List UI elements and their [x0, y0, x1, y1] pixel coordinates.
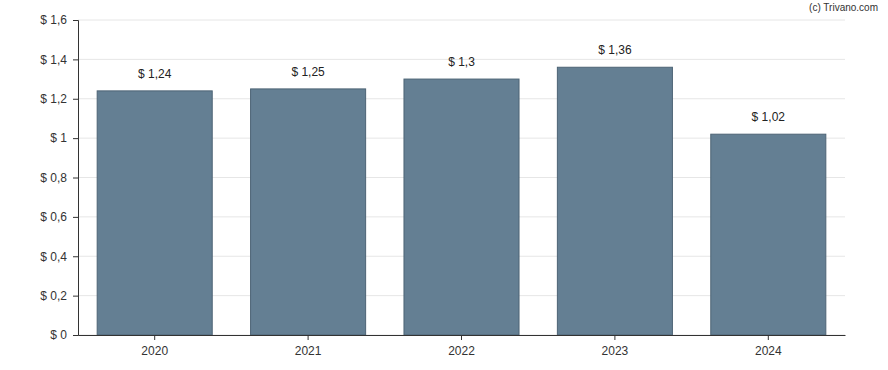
- data-label: $ 1,02: [752, 110, 786, 124]
- annotation: (c) Trivano.com: [809, 2, 878, 13]
- tick-mark: [73, 138, 78, 139]
- tick-label: 2021: [295, 344, 322, 358]
- tick-label: $ 0: [50, 328, 67, 342]
- data-label: $ 1,36: [598, 43, 632, 57]
- tick-mark: [73, 335, 78, 336]
- bar: [711, 134, 826, 335]
- bar: [251, 89, 366, 335]
- tick-mark: [73, 296, 78, 297]
- tick-label: $ 1,4: [40, 53, 67, 67]
- tick-label: $ 0,2: [40, 289, 67, 303]
- data-labels: $ 1,24 $ 1,25 $ 1,3 $ 1,36 $ 1,02: [138, 43, 785, 124]
- tick: $ 0,2: [40, 289, 78, 303]
- grid-line: [78, 20, 845, 21]
- chart: $ 0 $ 0,2 $ 0,4 $ 0,6 $ 0,8 $ 1 $ 1,2 $ 1,4 $ 1,…: [0, 0, 888, 370]
- tick: 2021: [295, 335, 322, 358]
- tick: $ 0,8: [40, 171, 78, 185]
- tick: $ 1,6: [40, 13, 78, 27]
- tick: 2022: [448, 335, 475, 358]
- tick: 2023: [602, 335, 629, 358]
- tick-mark: [768, 335, 769, 340]
- bars: [97, 67, 826, 335]
- grid: [78, 20, 845, 335]
- y-axis: $ 0 $ 0,2 $ 0,4 $ 0,6 $ 0,8 $ 1 $ 1,2 $ 1,4 $ 1,…: [40, 13, 78, 342]
- tick-label: $ 0,4: [40, 250, 67, 264]
- bar: [557, 67, 672, 335]
- tick-mark: [308, 335, 309, 340]
- tick: $ 0: [50, 328, 78, 342]
- tick: 2024: [755, 335, 782, 358]
- tick-mark: [614, 335, 615, 340]
- tick: $ 0,4: [40, 250, 78, 264]
- bar: [404, 79, 519, 335]
- data-label: $ 1,3: [448, 55, 475, 69]
- tick: $ 1,4: [40, 53, 78, 67]
- tick-label: $ 1,2: [40, 92, 67, 106]
- tick-label: $ 1: [50, 131, 67, 145]
- x-axis: 2020 2021 2022 2023 2024: [79, 335, 846, 358]
- tick: $ 1,2: [40, 92, 78, 106]
- tick-label: 2023: [602, 344, 629, 358]
- tick-label: 2024: [755, 344, 782, 358]
- tick-mark: [73, 217, 78, 218]
- plot: $ 0 $ 0,2 $ 0,4 $ 0,6 $ 0,8 $ 1 $ 1,2 $ 1,4 $ 1,…: [40, 13, 845, 357]
- tick-mark: [461, 335, 462, 340]
- tick: $ 0,6: [40, 210, 78, 224]
- tick-mark: [73, 99, 78, 100]
- tick-mark: [73, 20, 78, 21]
- tick-label: 2022: [448, 344, 475, 358]
- tick-label: $ 1,6: [40, 13, 67, 27]
- tick: 2020: [141, 335, 168, 358]
- tick-label: 2020: [141, 344, 168, 358]
- data-label: $ 1,24: [138, 67, 172, 81]
- tick: $ 1: [50, 131, 78, 145]
- tick-mark: [73, 178, 78, 179]
- axis-line: [73, 21, 79, 336]
- tick-mark: [73, 256, 78, 257]
- tick-mark: [73, 59, 78, 60]
- tick-label: $ 0,6: [40, 210, 67, 224]
- tick-mark: [154, 335, 155, 340]
- tick-label: $ 0,8: [40, 171, 67, 185]
- data-label: $ 1,25: [291, 65, 325, 79]
- bar: [97, 91, 212, 335]
